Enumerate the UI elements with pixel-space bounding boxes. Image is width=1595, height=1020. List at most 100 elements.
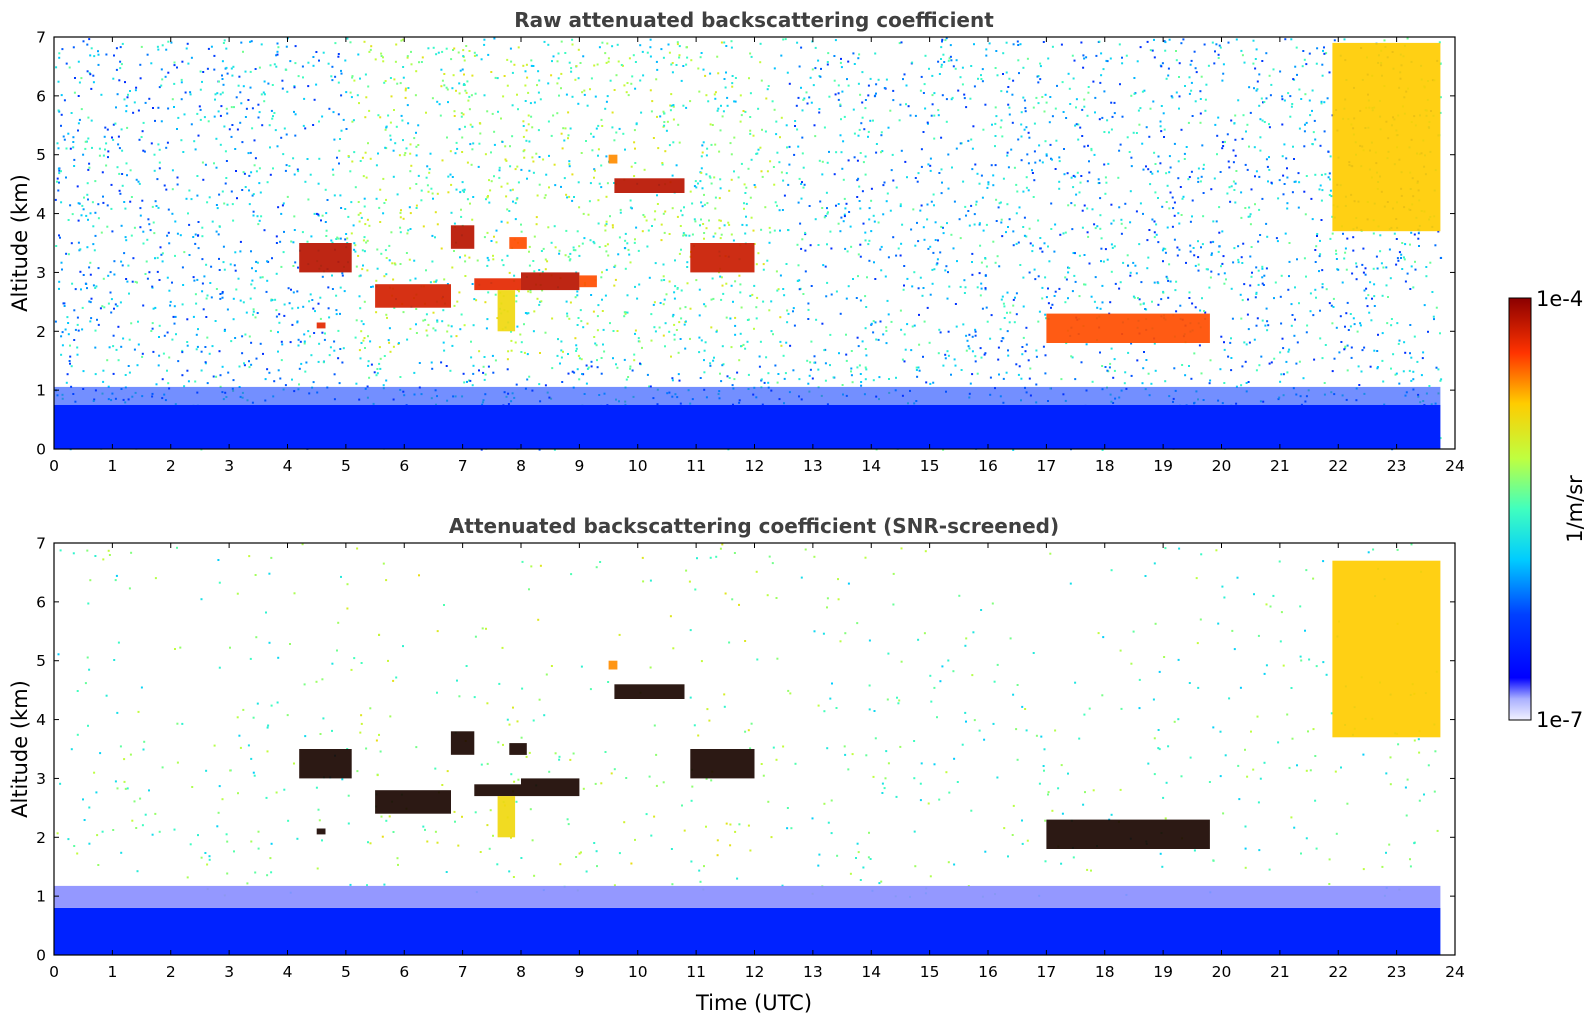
noise-pixel [938,73,941,75]
noise-pixel [223,330,226,332]
noise-pixel [150,62,153,65]
noise-pixel [573,196,575,198]
noise-pixel [878,376,881,379]
noise-pixel [579,62,582,64]
noise-pixel [1062,232,1065,235]
noise-pixel [1223,272,1226,275]
noise-pixel [750,158,753,161]
noise-pixel [87,168,90,171]
noise-pixel [410,63,413,66]
noise-pixel [1281,95,1284,98]
noise-pixel [385,125,388,128]
noise-pixel [318,342,321,345]
noise-pixel [809,76,812,79]
noise-pixel [1017,241,1020,244]
noise-pixel [826,63,829,66]
noise-pixel [192,315,195,318]
noise-pixel [218,193,221,196]
noise-pixel [915,366,918,369]
noise-pixel [998,265,1001,268]
noise-pixel [867,135,869,138]
noise-pixel [1067,266,1069,269]
noise-pixel [494,76,497,79]
noise-pixel [1203,43,1206,46]
noise-pixel [90,297,93,300]
noise-pixel [283,314,286,317]
noise-pixel [137,343,140,346]
noise-pixel [398,154,401,157]
noise-pixel [1165,275,1168,278]
noise-pixel [1367,294,1370,297]
noise-pixel [415,323,417,326]
noise-pixel [746,319,749,321]
noise-pixel [1028,271,1031,274]
noise-pixel [1265,158,1268,161]
noise-pixel [685,46,688,49]
noise-pixel [1083,283,1085,286]
noise-pixel [491,112,494,115]
noise-pixel [840,57,842,60]
noise-pixel [1332,297,1335,300]
noise-pixel [1213,177,1216,180]
noise-pixel [57,167,60,170]
noise-pixel [198,105,201,108]
noise-pixel [1282,373,1285,376]
noise-pixel [1296,73,1298,76]
noise-pixel [782,354,785,357]
noise-pixel [166,276,169,279]
noise-pixel [82,40,85,43]
noise-pixel [758,365,761,368]
noise-pixel [941,38,944,41]
noise-pixel [1210,254,1213,256]
noise-pixel [216,207,219,210]
noise-pixel [940,65,943,68]
noise-pixel [350,96,353,99]
noise-pixel [337,113,340,116]
noise-pixel [235,96,238,99]
noise-pixel [880,151,882,154]
noise-pixel [1207,64,1210,67]
noise-pixel [1153,342,1156,345]
noise-pixel [219,114,222,117]
noise-pixel [63,305,66,307]
noise-pixel [1012,43,1015,46]
noise-pixel [280,212,283,215]
noise-pixel [290,288,292,291]
noise-pixel [200,369,203,372]
noise-pixel [1255,291,1258,294]
noise-pixel [1145,165,1147,168]
noise-pixel [640,111,643,114]
noise-pixel [762,263,765,266]
noise-pixel [77,95,80,97]
noise-pixel [294,113,297,116]
noise-pixel [634,61,637,63]
noise-pixel [1253,146,1256,149]
noise-pixel [716,109,719,112]
noise-pixel [134,89,137,92]
noise-pixel [567,134,570,137]
noise-pixel [625,91,628,94]
noise-pixel [684,347,687,350]
noise-pixel [327,62,330,65]
noise-pixel [211,220,214,223]
noise-pixel [462,113,465,116]
noise-pixel [718,197,721,200]
noise-pixel [475,299,478,302]
noise-pixel [434,329,437,332]
noise-pixel [1074,280,1077,283]
noise-pixel [408,206,411,209]
noise-pixel [1201,243,1204,246]
noise-pixel [70,242,73,245]
noise-pixel [173,322,176,325]
noise-pixel [297,75,300,78]
noise-pixel [56,177,59,180]
noise-pixel [956,260,958,263]
noise-pixel [800,46,803,49]
noise-pixel [1268,168,1271,171]
noise-pixel [1167,74,1170,77]
noise-pixel [294,134,297,137]
noise-pixel [810,101,813,104]
noise-pixel [66,373,69,376]
noise-pixel [363,250,366,253]
noise-pixel [803,97,806,100]
